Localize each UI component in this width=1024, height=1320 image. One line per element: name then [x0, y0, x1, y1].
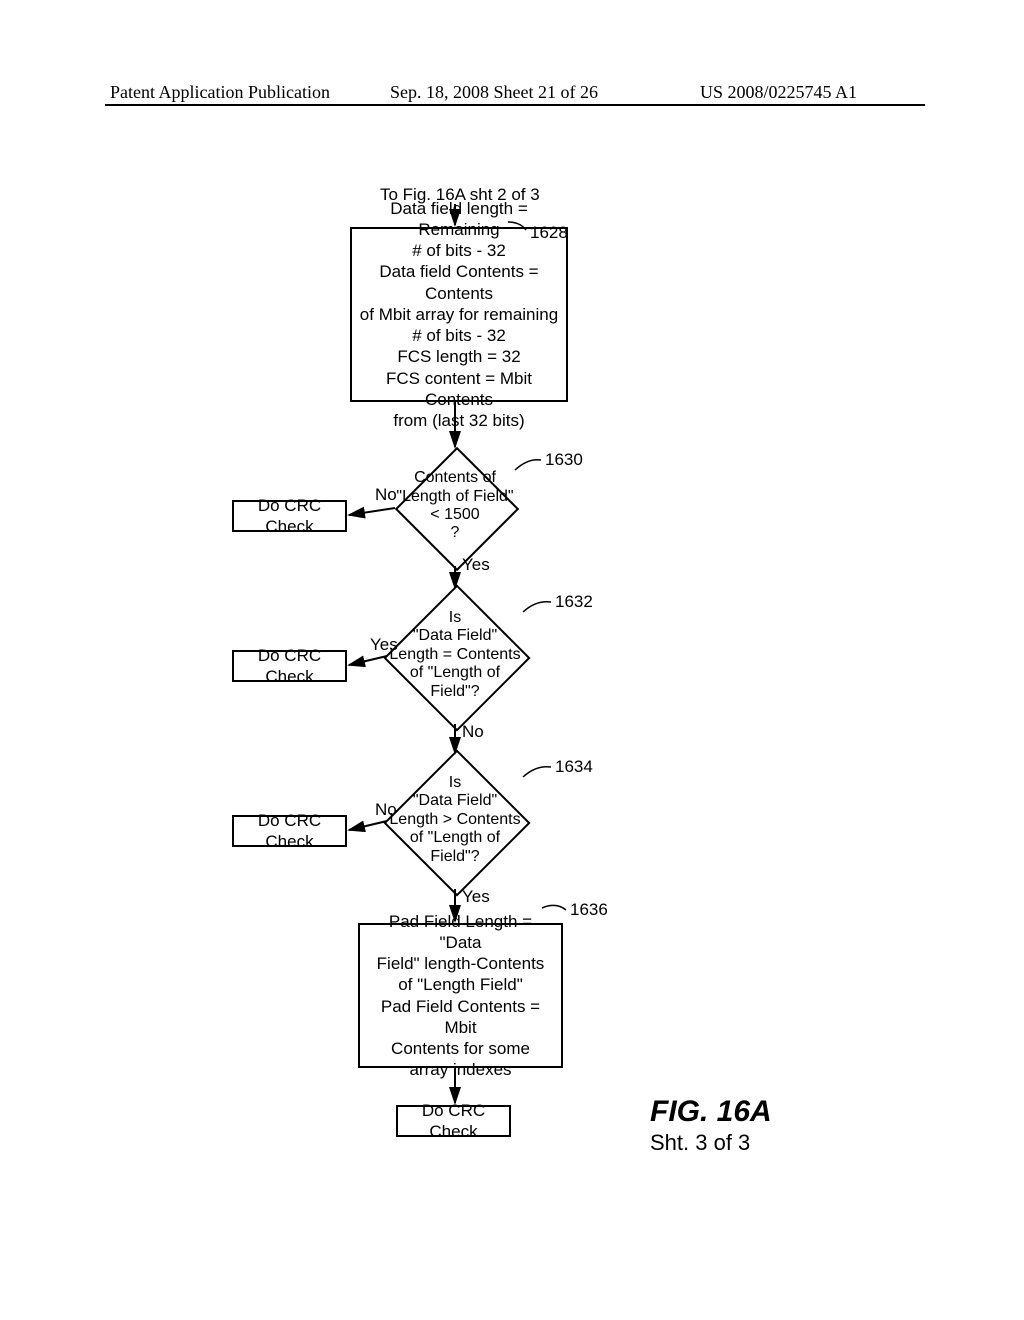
- figure-subtitle: Sht. 3 of 3: [650, 1130, 750, 1156]
- header-left: Patent Application Publication: [110, 82, 330, 103]
- crc-check-1: Do CRC Check: [232, 500, 347, 532]
- header-right: US 2008/0225745 A1: [700, 82, 857, 103]
- ref-1628: 1628: [530, 223, 568, 243]
- ref-1634: 1634: [555, 757, 593, 777]
- label-no-1632: No: [462, 722, 484, 742]
- label-yes-1634: Yes: [462, 887, 490, 907]
- decision-1634-text: Is "Data Field" Length > Contents of "Le…: [380, 765, 530, 875]
- label-yes-1630: Yes: [462, 555, 490, 575]
- page: Patent Application Publication Sep. 18, …: [0, 0, 1024, 1320]
- ref-1632: 1632: [555, 592, 593, 612]
- label-no-1630: No: [375, 485, 397, 505]
- label-yes-1632: Yes: [370, 635, 398, 655]
- process-box-1628: Data field length = Remaining # of bits …: [350, 227, 568, 402]
- decision-1630-text: Contents of "Length of Field" < 1500 ?: [388, 462, 522, 550]
- label-no-1634: No: [375, 800, 397, 820]
- header-rule: [105, 104, 925, 106]
- crc-check-2: Do CRC Check: [232, 650, 347, 682]
- process-box-1636: Pad Field Length = "Data Field" length-C…: [358, 923, 563, 1068]
- ref-1636: 1636: [570, 900, 608, 920]
- crc-check-3: Do CRC Check: [232, 815, 347, 847]
- ref-1630: 1630: [545, 450, 583, 470]
- header-mid: Sep. 18, 2008 Sheet 21 of 26: [390, 82, 598, 103]
- crc-check-bottom: Do CRC Check: [396, 1105, 511, 1137]
- figure-title: FIG. 16A: [650, 1095, 772, 1129]
- decision-1632-text: Is "Data Field" Length = Contents of "Le…: [380, 600, 530, 710]
